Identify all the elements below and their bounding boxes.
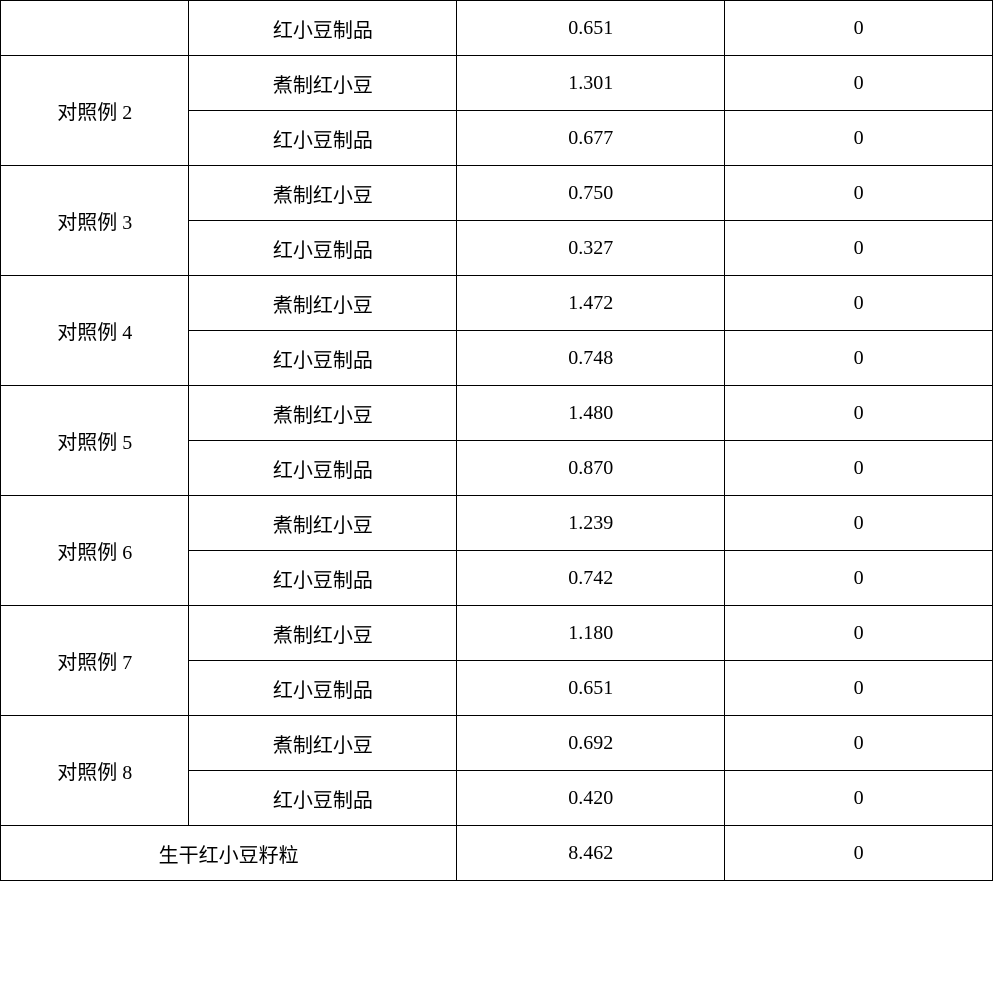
- example-label-cell: 对照例 2: [1, 56, 189, 166]
- result-cell: 0: [725, 221, 993, 276]
- product-name-cell: 红小豆制品: [189, 1, 457, 56]
- product-name-cell: 红小豆制品: [189, 221, 457, 276]
- value-cell: 0.651: [457, 1, 725, 56]
- example-label-cell: 对照例 7: [1, 606, 189, 716]
- product-name-cell: 红小豆制品: [189, 441, 457, 496]
- product-name-cell: 红小豆制品: [189, 771, 457, 826]
- table-row-summary: 生干红小豆籽粒8.4620: [1, 826, 993, 881]
- value-cell: 0.748: [457, 331, 725, 386]
- example-label-cell: 对照例 5: [1, 386, 189, 496]
- product-name-cell: 煮制红小豆: [189, 276, 457, 331]
- table-row: 对照例 3煮制红小豆0.7500: [1, 166, 993, 221]
- table-row: 红小豆制品0.6510: [1, 1, 993, 56]
- product-name-cell: 煮制红小豆: [189, 606, 457, 661]
- value-cell: 1.472: [457, 276, 725, 331]
- example-label-cell: 对照例 3: [1, 166, 189, 276]
- table-row: 对照例 4煮制红小豆1.4720: [1, 276, 993, 331]
- value-cell: 0.327: [457, 221, 725, 276]
- data-table-container: 红小豆制品0.6510对照例 2煮制红小豆1.3010红小豆制品0.6770对照…: [0, 0, 993, 881]
- result-cell: 0: [725, 716, 993, 771]
- result-cell: 0: [725, 1, 993, 56]
- table-row: 对照例 7煮制红小豆1.1800: [1, 606, 993, 661]
- value-cell: 1.480: [457, 386, 725, 441]
- result-cell: 0: [725, 661, 993, 716]
- result-cell: 0: [725, 771, 993, 826]
- result-cell: 0: [725, 606, 993, 661]
- value-cell: 0.870: [457, 441, 725, 496]
- result-cell: 0: [725, 386, 993, 441]
- value-cell: 0.651: [457, 661, 725, 716]
- value-cell: 0.750: [457, 166, 725, 221]
- data-table: 红小豆制品0.6510对照例 2煮制红小豆1.3010红小豆制品0.6770对照…: [0, 0, 993, 881]
- value-cell: 0.420: [457, 771, 725, 826]
- result-cell: 0: [725, 441, 993, 496]
- value-cell: 0.692: [457, 716, 725, 771]
- result-cell: 0: [725, 56, 993, 111]
- product-name-cell: 煮制红小豆: [189, 56, 457, 111]
- result-cell: 0: [725, 331, 993, 386]
- result-cell: 0: [725, 166, 993, 221]
- product-name-cell: 煮制红小豆: [189, 386, 457, 441]
- result-cell: 0: [725, 551, 993, 606]
- summary-value-cell: 8.462: [457, 826, 725, 881]
- table-row: 对照例 2煮制红小豆1.3010: [1, 56, 993, 111]
- product-name-cell: 煮制红小豆: [189, 496, 457, 551]
- value-cell: 1.239: [457, 496, 725, 551]
- summary-label-cell: 生干红小豆籽粒: [1, 826, 457, 881]
- value-cell: 0.742: [457, 551, 725, 606]
- value-cell: 1.301: [457, 56, 725, 111]
- example-label-cell: [1, 1, 189, 56]
- product-name-cell: 红小豆制品: [189, 331, 457, 386]
- product-name-cell: 红小豆制品: [189, 661, 457, 716]
- table-row: 对照例 8煮制红小豆0.6920: [1, 716, 993, 771]
- summary-result-cell: 0: [725, 826, 993, 881]
- result-cell: 0: [725, 276, 993, 331]
- table-row: 对照例 6煮制红小豆1.2390: [1, 496, 993, 551]
- result-cell: 0: [725, 496, 993, 551]
- table-row: 对照例 5煮制红小豆1.4800: [1, 386, 993, 441]
- example-label-cell: 对照例 8: [1, 716, 189, 826]
- product-name-cell: 煮制红小豆: [189, 166, 457, 221]
- value-cell: 1.180: [457, 606, 725, 661]
- example-label-cell: 对照例 6: [1, 496, 189, 606]
- value-cell: 0.677: [457, 111, 725, 166]
- product-name-cell: 煮制红小豆: [189, 716, 457, 771]
- product-name-cell: 红小豆制品: [189, 111, 457, 166]
- product-name-cell: 红小豆制品: [189, 551, 457, 606]
- example-label-cell: 对照例 4: [1, 276, 189, 386]
- result-cell: 0: [725, 111, 993, 166]
- table-body: 红小豆制品0.6510对照例 2煮制红小豆1.3010红小豆制品0.6770对照…: [1, 1, 993, 881]
